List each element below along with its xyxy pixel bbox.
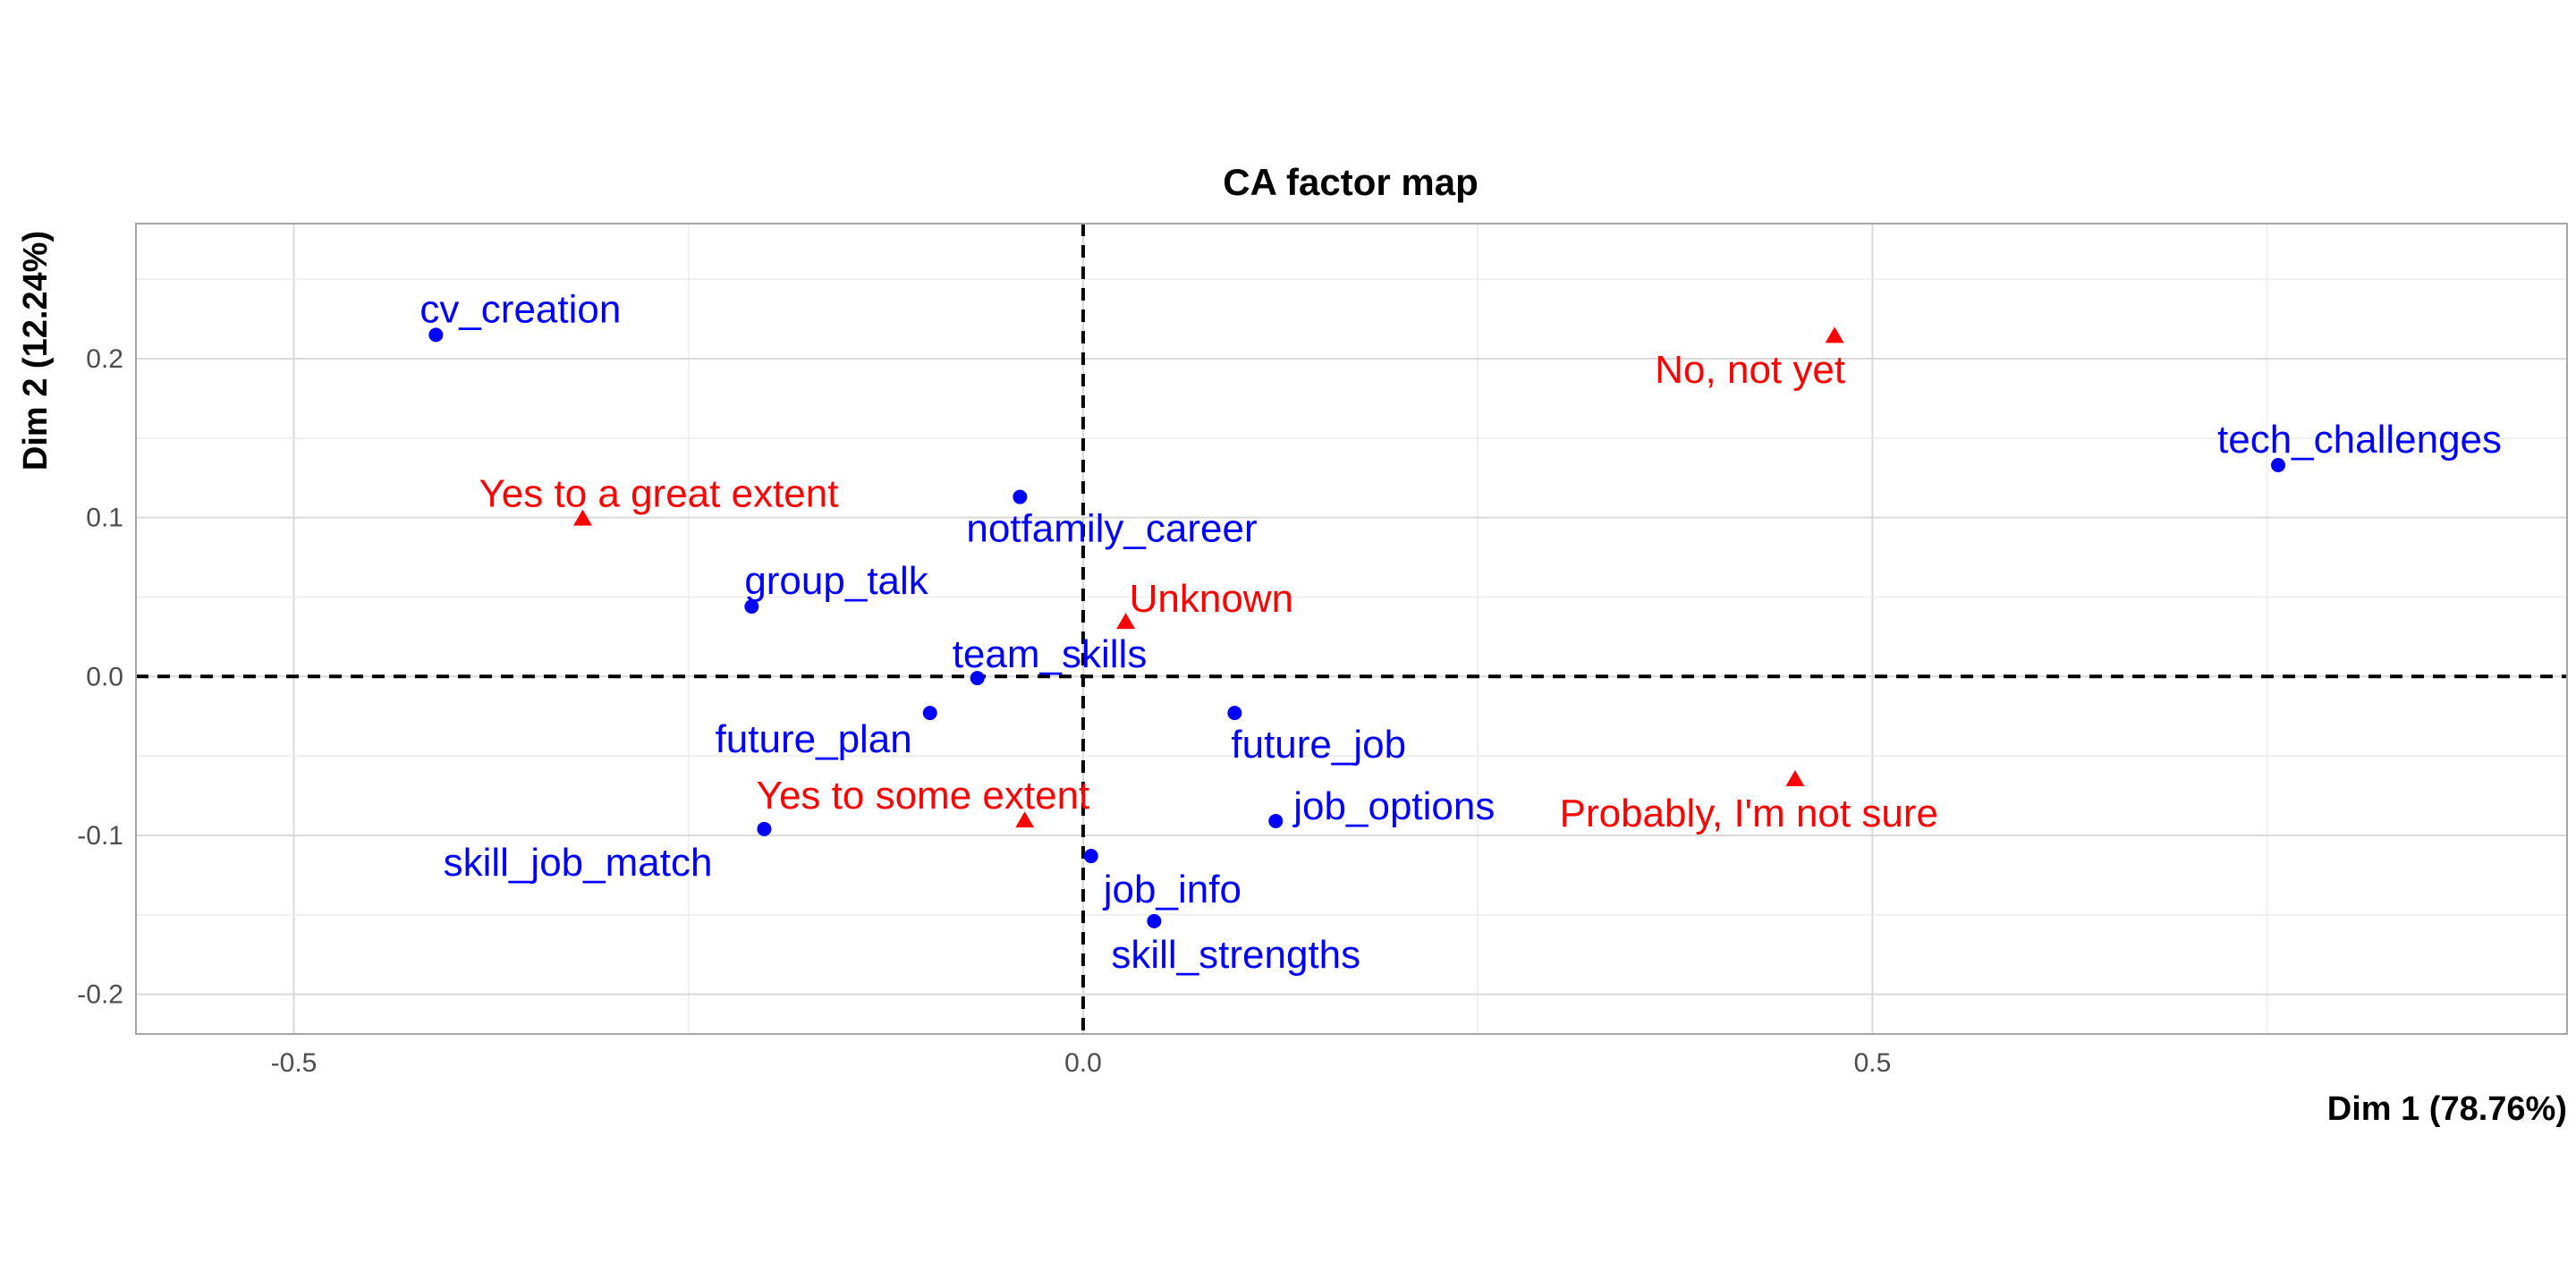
panel-border — [135, 223, 2568, 1035]
label-cv-creation: cv_creation — [419, 287, 621, 331]
label-skill-job-match: skill_job_match — [444, 841, 713, 885]
y-tick-label: -0.2 — [77, 980, 123, 1010]
label-tech-challenges: tech_challenges — [2217, 418, 2502, 462]
label-job-info: job_info — [1102, 868, 1241, 911]
label-unknown: Unknown — [1130, 577, 1293, 621]
x-tick-label: 0.5 — [1854, 1048, 1892, 1078]
y-tick-label: 0.2 — [86, 344, 123, 374]
point-tech-challenges — [2271, 458, 2286, 473]
point-team-skills — [970, 671, 985, 686]
label-group-talk: group_talk — [744, 559, 928, 603]
label-yes-to-some-extent: Yes to some extent — [757, 774, 1090, 818]
point-job-info — [1083, 849, 1098, 864]
point-job-options — [1268, 813, 1284, 828]
point-future-plan — [922, 706, 937, 721]
point-skill-job-match — [757, 821, 772, 836]
point-group-talk — [744, 599, 759, 614]
label-skill-strengths: skill_strengths — [1111, 933, 1360, 977]
point-unknown — [1116, 613, 1136, 630]
data-marks — [428, 326, 2286, 928]
label-notfamily-career: notfamily_career — [966, 507, 1257, 551]
label-no-not-yet: No, not yet — [1655, 348, 1845, 392]
point-notfamily-career — [1013, 489, 1028, 504]
label-probably-i-m-not-sure: Probably, I'm not sure — [1560, 792, 1938, 835]
grid — [136, 224, 2567, 1034]
point-yes-to-a-great-extent — [573, 509, 592, 526]
x-axis-title: Dim 1 (78.76%) — [2327, 1090, 2567, 1128]
point-probably-i-m-not-sure — [1785, 769, 1805, 786]
x-tick-label: -0.5 — [271, 1048, 318, 1078]
reference-lines — [136, 224, 2567, 1034]
label-job-options: job_options — [1292, 784, 1495, 828]
y-tick-label: 0.1 — [86, 504, 123, 533]
y-tick-label: -0.1 — [77, 821, 123, 851]
y-tick-label: 0.0 — [86, 662, 123, 691]
label-future-job: future_job — [1231, 723, 1406, 767]
chart-title: CA factor map — [1223, 161, 1479, 203]
label-yes-to-a-great-extent: Yes to a great extent — [479, 471, 838, 515]
point-yes-to-some-extent — [1015, 811, 1035, 828]
x-tick-label: 0.0 — [1064, 1048, 1102, 1078]
axis-ticks: -0.5 0.0 0.5 -0.2 -0.1 0.0 0.1 0.2 — [77, 344, 1891, 1078]
y-axis-title: Dim 2 (12.24%) — [17, 231, 55, 470]
point-cv-creation — [428, 327, 444, 343]
point-no-not-yet — [1825, 326, 1844, 343]
point-future-job — [1227, 706, 1242, 721]
point-skill-strengths — [1147, 913, 1162, 928]
label-future-plan: future_plan — [716, 717, 912, 761]
data-labels: cv_creation notfamily_career group_talktea… — [419, 287, 2502, 977]
label-team-skills: team_skills — [953, 632, 1148, 676]
